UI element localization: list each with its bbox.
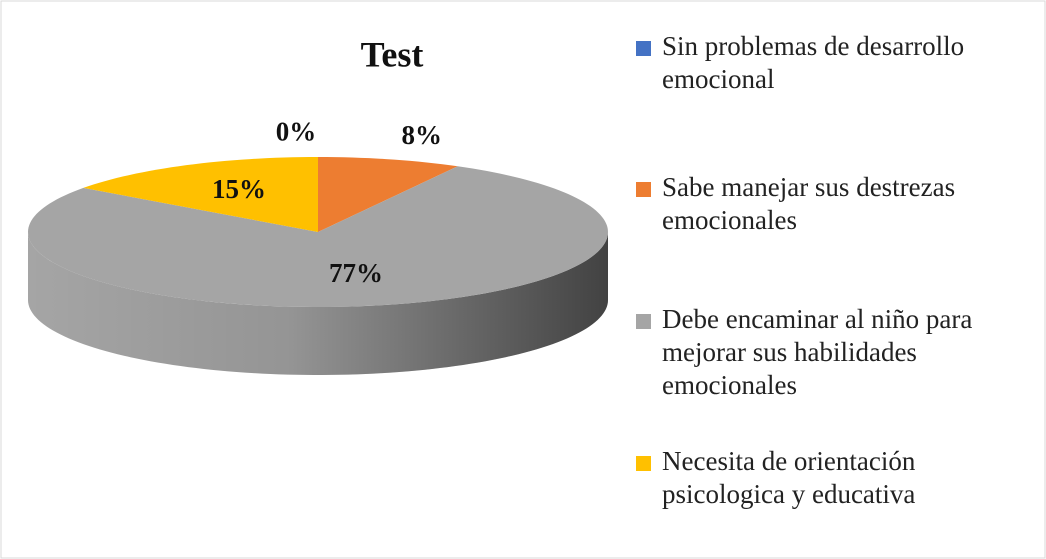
legend-label: Sin problemas de desarrollo emocional [662,31,965,94]
pie-slice [318,157,458,232]
pie-slice [83,157,318,232]
data-label: 77% [329,258,383,288]
chart-title: Test [361,34,424,74]
pie-slice [28,166,608,307]
legend-swatch [636,456,651,471]
data-label: 8% [402,120,443,150]
legend-swatch [636,41,651,56]
data-label: 0% [276,117,317,147]
data-label: 15% [212,174,266,204]
legend-item: Sin problemas de desarrollo emocional [636,30,1040,96]
legend-label: Necesita de orientación psicologica y ed… [662,446,916,509]
legend-swatch [636,314,651,329]
legend-label: Sabe manejar sus destrezas emocionales [662,172,956,235]
legend-item: Sabe manejar sus destrezas emocionales [636,171,1040,237]
legend-label: Debe encaminar al niño para mejorar sus … [662,304,973,400]
pie-side-shade [28,232,608,375]
legend-item: Debe encaminar al niño para mejorar sus … [636,303,1040,402]
legend-swatch [636,182,651,197]
legend-item: Necesita de orientación psicologica y ed… [636,445,1040,511]
